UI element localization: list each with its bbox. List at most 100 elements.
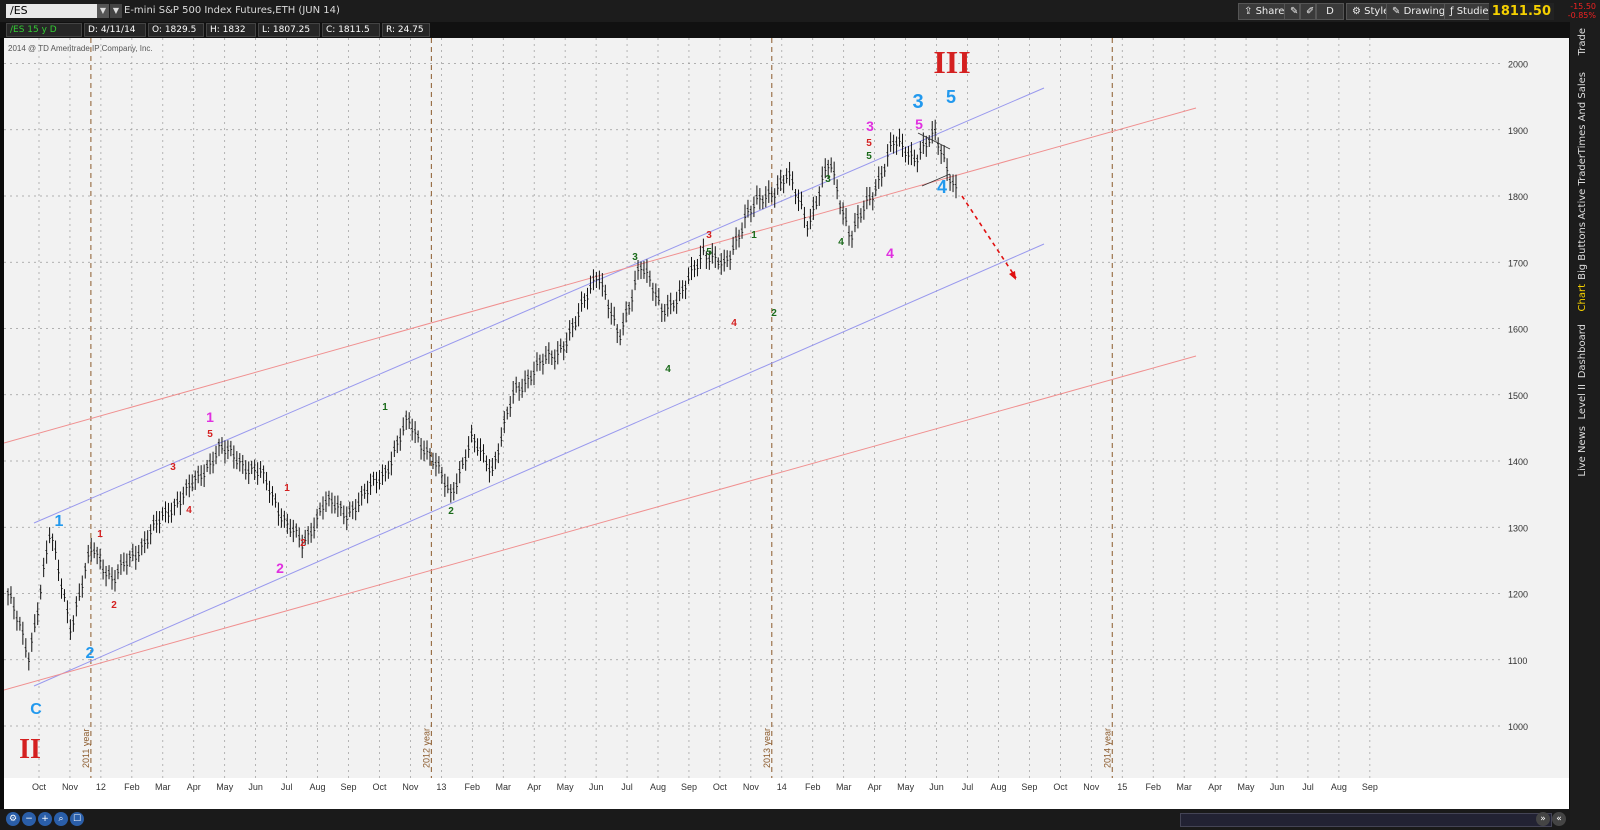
- top-toolbar: /ES ▼ ▼ E-mini S&P 500 Index Futures,ETH…: [0, 0, 1600, 23]
- symbol-input[interactable]: /ES: [6, 4, 98, 18]
- wave-label: 3: [706, 230, 712, 241]
- y-tick-label: 1000: [1508, 722, 1528, 732]
- right-sidebar: Trade Times And Sales Active Trader Big …: [1570, 22, 1600, 830]
- x-tick-label: May: [897, 782, 915, 792]
- wave-label: 1: [55, 513, 64, 530]
- y-tick-label: 1200: [1508, 590, 1528, 600]
- share-label: Share: [1255, 6, 1285, 17]
- tab-live-news[interactable]: Live News: [1577, 426, 1588, 477]
- x-tick-label: 13: [436, 782, 446, 792]
- x-tick-label: Sep: [1362, 782, 1378, 792]
- hand-icon[interactable]: ☐: [70, 812, 84, 826]
- price-axis: [1504, 38, 1569, 778]
- wave-label: 2: [86, 645, 95, 662]
- wave-label: 1: [97, 529, 103, 540]
- share-button[interactable]: ⇪ Share: [1238, 3, 1291, 20]
- time-axis: [4, 778, 1569, 809]
- annotations: [917, 132, 1017, 280]
- wave-label: 5: [915, 116, 923, 132]
- tools-button[interactable]: ✐: [1300, 3, 1316, 20]
- chart-area[interactable]: 2000 1900 1800 1700 1600 1500 1400 1300 1200 1100…: [3, 23, 1569, 809]
- wave-label: 4: [665, 364, 671, 375]
- x-tick-label: Jul: [281, 782, 293, 792]
- year-label: 2011 year: [81, 729, 91, 768]
- wave-label: 2: [111, 600, 117, 611]
- wave-label: 4: [186, 505, 192, 516]
- description-dropdown-icon[interactable]: ▼: [110, 4, 122, 18]
- wave-label: 3: [866, 118, 874, 134]
- x-tick-label: Aug: [990, 782, 1006, 792]
- x-tick-label: Nov: [743, 782, 760, 792]
- zoom-icon[interactable]: ⚙: [6, 812, 20, 826]
- x-tick-label: Oct: [372, 782, 387, 792]
- x-tick-label: Mar: [836, 782, 852, 792]
- wave-label: 2: [276, 560, 284, 576]
- channel-line: [33, 243, 1045, 687]
- wave-label: 5: [706, 247, 712, 258]
- ohlc-infobar: /ES 15 y D D: 4/11/14 O: 1829.5 H: 1832 …: [0, 22, 1600, 38]
- zoom-in-icon[interactable]: +: [38, 812, 52, 826]
- x-tick-label: Aug: [1331, 782, 1347, 792]
- wave-label: 1: [206, 409, 214, 425]
- symbol-dropdown-icon[interactable]: ▼: [97, 4, 109, 18]
- x-tick-label: Oct: [32, 782, 47, 792]
- wave-label: 5: [946, 87, 956, 107]
- wave-label: 5: [866, 138, 872, 149]
- price-chart[interactable]: 2000190018001700160015001400130012001100…: [3, 23, 1569, 809]
- x-tick-label: Jun: [589, 782, 604, 792]
- tab-chart[interactable]: Chart: [1577, 284, 1588, 312]
- info-open: O: 1829.5: [148, 23, 204, 37]
- x-tick-label: Aug: [310, 782, 326, 792]
- x-tick-label: Jul: [1302, 782, 1314, 792]
- x-tick-label: May: [557, 782, 575, 792]
- x-tick-label: Sep: [681, 782, 697, 792]
- scroll-right-icon[interactable]: »: [1536, 812, 1550, 826]
- wave-label: 3: [825, 174, 831, 185]
- timeframe-button[interactable]: D: [1316, 3, 1344, 20]
- x-tick-label: Jul: [962, 782, 974, 792]
- x-tick-label: Nov: [1083, 782, 1100, 792]
- magnifier-icon[interactable]: ⌕: [54, 812, 68, 826]
- tab-active-trader[interactable]: Active Trader: [1577, 154, 1588, 220]
- wave-label: 3: [170, 462, 176, 473]
- tab-times-and-sales[interactable]: Times And Sales: [1577, 72, 1588, 155]
- info-high: H: 1832: [206, 23, 256, 37]
- zoom-out-icon[interactable]: −: [22, 812, 36, 826]
- channel-line: [33, 87, 1045, 524]
- wave-labels: II C 1 2 1 2 3 4 5 1 1 2 2 1 2 3 4 5 3 4 1 2 3 4 5 5 3 4 5 3 5 4 III: [19, 44, 971, 765]
- tab-big-buttons[interactable]: Big Buttons: [1577, 222, 1588, 280]
- x-tick-label: Apr: [868, 782, 882, 792]
- bottom-bar: ⚙ − + ⌕ ☐ « »: [0, 809, 1570, 830]
- wave-label: 3: [632, 252, 638, 263]
- tab-trade[interactable]: Trade: [1577, 28, 1588, 56]
- x-tick-label: Mar: [496, 782, 512, 792]
- share-icon: ⇪: [1244, 6, 1256, 17]
- tools-icon: ✐: [1306, 6, 1315, 17]
- x-tick-label: 12: [96, 782, 106, 792]
- x-tick-label: 14: [777, 782, 787, 792]
- wave-label: II: [19, 734, 41, 765]
- price-change: -15.50 -0.85%: [1568, 2, 1596, 20]
- year-label: 2014 year: [1102, 728, 1112, 768]
- wave-label: 3: [912, 91, 923, 113]
- settings-button[interactable]: ✎: [1284, 3, 1300, 20]
- trend-channels: [3, 87, 1197, 691]
- tab-level-ii[interactable]: Level II: [1577, 384, 1588, 420]
- time-scrollbar[interactable]: [1180, 813, 1552, 827]
- instrument-description: E-mini S&P 500 Index Futures,ETH (JUN 14…: [124, 5, 340, 16]
- x-tick-label: Apr: [187, 782, 201, 792]
- drawings-label: Drawings: [1403, 6, 1451, 17]
- triangle-upper: [917, 132, 951, 150]
- y-tick-label: 1100: [1508, 656, 1527, 666]
- drawings-button[interactable]: ✎ Drawings: [1386, 3, 1457, 20]
- studies-button[interactable]: ƒ Studies: [1444, 3, 1500, 20]
- copyright-text: 2014 @ TD Ameritrade IP Company, Inc.: [8, 44, 153, 53]
- y-tick-label: 1700: [1508, 258, 1528, 268]
- y-tick-label: 1800: [1508, 192, 1528, 202]
- tab-dashboard[interactable]: Dashboard: [1577, 324, 1588, 379]
- scroll-left-icon[interactable]: «: [1552, 812, 1566, 826]
- triangle-lower: [921, 173, 951, 187]
- x-tick-label: Feb: [1145, 782, 1161, 792]
- x-tick-label: Apr: [1208, 782, 1222, 792]
- y-tick-label: 1300: [1508, 523, 1528, 533]
